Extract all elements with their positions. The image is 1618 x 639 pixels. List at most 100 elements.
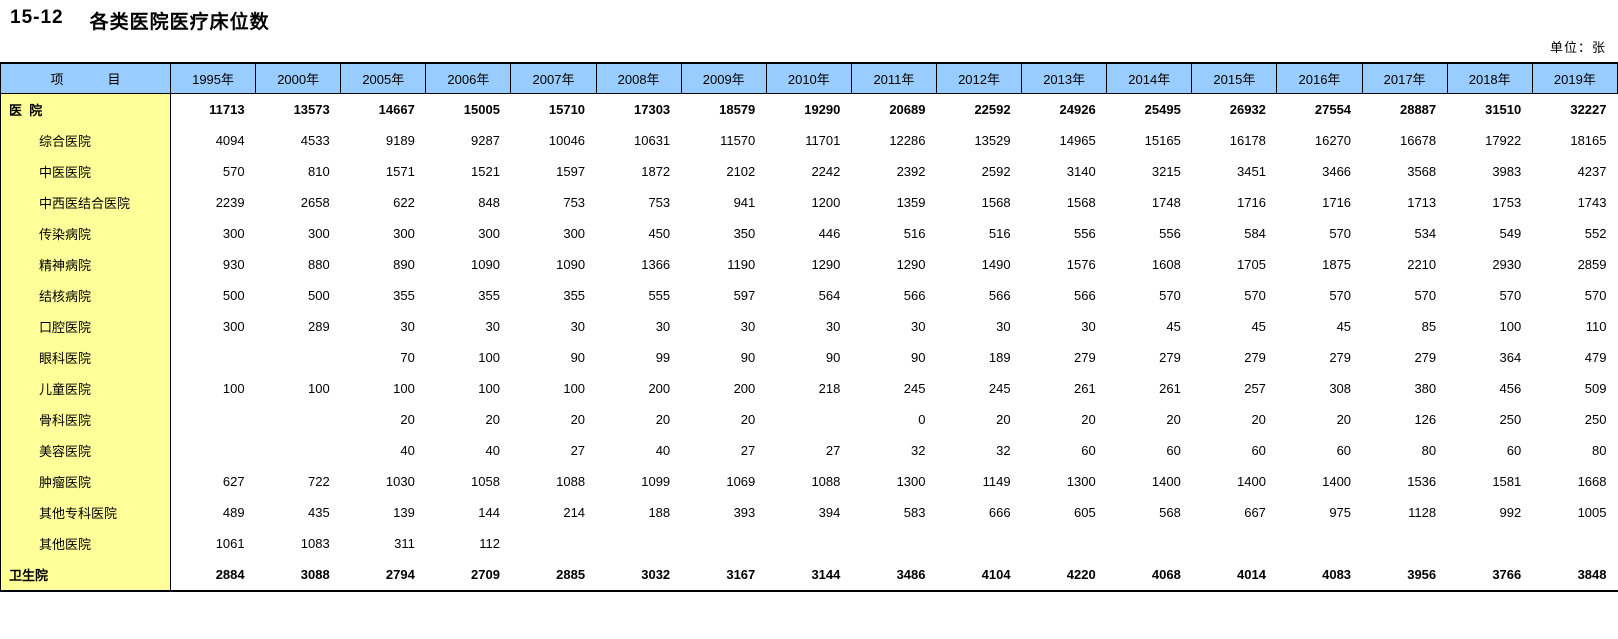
data-cell: 9189 [385,133,415,148]
table-row: 其他专科医院 489 435 139 144 214 188 393 394 583 666 605 5… [0,497,1618,528]
data-cell: 1521 [471,164,500,179]
data-cell: 3956 [1362,559,1448,592]
table-row: 卫生院 2884 3088 2794 2709 2885 3032 3167 3144 3486 4… [0,559,1618,592]
data-cell: 992 [1499,505,1522,520]
data-cell: 394 [818,505,841,520]
data-cell: 308 [1329,381,1352,396]
year-column-header: 2005年 [340,62,427,94]
data-cell: 30 [740,319,756,334]
data-cell: 1300 [896,474,926,489]
year-column-header: 1995年 [169,62,257,94]
data-cell: 90 [740,350,756,365]
year-column-header: 2016年 [1276,62,1363,94]
data-cell: 355 [563,288,586,303]
data-cell: 1568 [1066,195,1096,210]
data-cell: 570 [1244,288,1266,303]
data-cell: 16678 [1399,133,1437,148]
data-cell: 30 [400,319,415,334]
data-cell: 570 [1584,288,1607,303]
data-cell: 25495 [1144,102,1181,117]
data-cell: 1359 [896,195,926,210]
table-row: 医 院 11713 13573 14667 15005 15710 17303 18579 19… [0,93,1618,125]
data-cell: 30 [825,319,841,334]
data-cell: 1090 [471,257,500,272]
data-cell: 15710 [548,102,586,117]
data-cell: 1716 [1237,195,1266,210]
data-cell: 0 [918,412,926,427]
year-column-header: 2008年 [595,62,682,94]
data-cell: 90 [911,350,926,365]
row-label-cell: 其他专科医院 [0,497,171,528]
row-label-cell: 卫生院 [0,559,171,592]
data-cell: 1128 [1408,505,1437,520]
data-cell [1447,528,1532,559]
data-cell: 667 [1244,505,1266,520]
data-cell: 14965 [1059,133,1096,148]
data-cell: 100 [563,381,586,396]
data-cell: 12286 [889,133,926,148]
data-cell: 1716 [1322,195,1352,210]
data-cell: 4068 [1106,559,1192,592]
table-row: 口腔医院 300 289 30 30 30 30 30 30 30 30 30 45 45 45 85 100 1… [0,311,1618,342]
data-cell: 20 [655,412,671,427]
data-cell: 27 [570,443,586,458]
data-cell: 40 [485,443,500,458]
data-cell: 2658 [300,195,330,210]
row-label-cell: 结核病院 [0,280,171,311]
data-cell [171,404,256,435]
year-column-header: 2013年 [1021,62,1108,94]
data-cell: 534 [1414,226,1437,241]
data-cell: 500 [222,288,245,303]
data-cell: 355 [478,288,500,303]
data-cell: 3140 [1066,164,1096,179]
data-cell: 30 [485,319,500,334]
data-cell: 90 [825,350,841,365]
data-cell: 435 [308,505,330,520]
row-label-cell: 美容医院 [0,435,171,466]
data-cell: 556 [1159,226,1181,241]
data-cell: 2884 [170,559,256,592]
data-cell: 189 [988,350,1011,365]
data-cell: 4014 [1191,559,1277,592]
data-cell: 1705 [1237,257,1266,272]
year-column-header: 2014年 [1106,62,1193,94]
data-cell: 20 [1166,412,1181,427]
table-row: 传染病院 300 300 300 300 300 450 350 446 516 516 556 556… [0,218,1618,249]
data-cell: 279 [1074,350,1096,365]
data-cell: 10046 [548,133,586,148]
row-label-cell: 中西医结合医院 [0,187,171,218]
year-column-header: 2018年 [1446,62,1533,94]
data-cell: 1400 [1151,474,1181,489]
data-cell: 516 [903,226,926,241]
data-cell: 279 [1244,350,1266,365]
year-column-header: 2007年 [510,62,597,94]
data-cell: 570 [1499,288,1522,303]
data-cell: 549 [1499,226,1522,241]
data-cell: 1088 [556,474,586,489]
data-cell: 1400 [1237,474,1266,489]
data-cell: 880 [308,257,330,272]
year-column-header: 2017年 [1361,62,1448,94]
data-cell [1192,528,1277,559]
data-cell: 20689 [889,102,926,117]
data-cell: 2930 [1492,257,1522,272]
table-row: 中医医院 570 810 1571 1521 1597 1872 2102 2242 2392 25… [0,156,1618,187]
data-cell: 350 [733,226,756,241]
table-row: 综合医院 4094 4533 9189 9287 10046 10631 11570 11701… [0,125,1618,156]
data-cell [256,435,341,466]
year-column-header: 2009年 [680,62,767,94]
row-label-cell: 眼科医院 [0,342,171,373]
data-cell: 1058 [471,474,500,489]
data-cell: 1061 [215,536,245,551]
table-row: 中西医结合医院 2239 2658 622 848 753 753 941 1200 1359 15… [0,187,1618,218]
data-cell: 3486 [851,559,937,592]
data-cell: 311 [394,536,415,551]
data-cell: 30 [655,319,671,334]
data-cell: 1608 [1151,257,1181,272]
data-cell: 1069 [726,474,756,489]
data-cell: 1366 [641,257,671,272]
table-header-row: 项 目 1995年 2000年 2005年 2006年 2007年 2008年 2009年 2… [0,62,1618,94]
year-column-header: 2000年 [255,62,342,94]
data-cell: 3466 [1322,164,1352,179]
